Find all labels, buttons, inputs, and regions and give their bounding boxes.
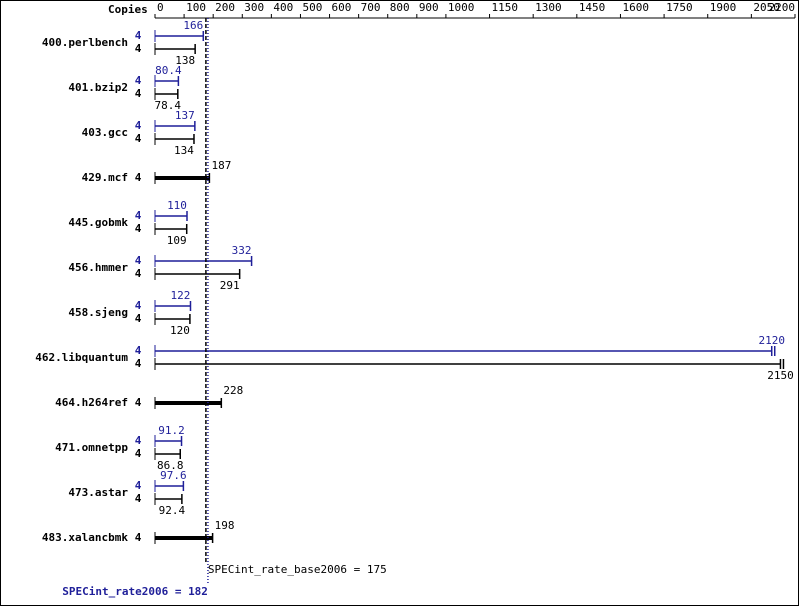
- x-tick-label: 200: [215, 1, 235, 14]
- copies: 4: [135, 357, 142, 370]
- benchmark-name: 462.libquantum: [35, 351, 128, 364]
- x-tick-label: 1300: [535, 1, 562, 14]
- benchmark-name: 458.sjeng: [68, 306, 128, 319]
- value-label: 2120: [758, 334, 785, 347]
- benchmark-name: 401.bzip2: [68, 81, 128, 94]
- value-label: 109: [167, 234, 187, 247]
- copies: 4: [135, 447, 142, 460]
- value-label: 92.4: [159, 504, 186, 517]
- benchmark-name: 471.omnetpp: [55, 441, 128, 454]
- value-label: 332: [232, 244, 252, 257]
- value-label: 91.2: [158, 424, 185, 437]
- x-tick-label: 1900: [710, 1, 737, 14]
- benchmark-name: 456.hmmer: [68, 261, 128, 274]
- copies: 4: [135, 299, 142, 312]
- x-tick-label: 1000: [448, 1, 475, 14]
- copies: 4: [135, 74, 142, 87]
- value-label: 97.6: [160, 469, 187, 482]
- x-tick-label: 2200: [769, 1, 796, 14]
- benchmark-name: 464.h264ref: [55, 396, 128, 409]
- copies: 4: [135, 222, 142, 235]
- copies: 4: [135, 132, 142, 145]
- x-tick-label: 700: [361, 1, 381, 14]
- copies: 4: [135, 209, 142, 222]
- copies: 4: [135, 87, 142, 100]
- x-tick-label: 1450: [579, 1, 606, 14]
- copies: 4: [135, 312, 142, 325]
- value-label: 198: [215, 519, 235, 532]
- x-tick-label: 500: [302, 1, 322, 14]
- benchmark-name: 473.astar: [68, 486, 128, 499]
- value-label: 78.4: [155, 99, 182, 112]
- x-tick-label: 2050: [753, 1, 780, 14]
- copies: 4: [135, 119, 142, 132]
- value-label: 228: [223, 384, 243, 397]
- x-tick-label: 300: [244, 1, 264, 14]
- value-label: 187: [211, 159, 231, 172]
- value-label: 122: [171, 289, 191, 302]
- copies: 4: [135, 434, 142, 447]
- x-tick-label: 0: [157, 1, 164, 14]
- value-label: 86.8: [157, 459, 184, 472]
- value-label: 137: [175, 109, 195, 122]
- copies: 4: [135, 267, 142, 280]
- copies: 4: [135, 492, 142, 505]
- value-label: 291: [220, 279, 240, 292]
- value-label: 166: [183, 19, 203, 32]
- copies: 4: [135, 29, 142, 42]
- x-tick-label: 400: [273, 1, 293, 14]
- value-label: 134: [174, 144, 194, 157]
- benchmark-name: 403.gcc: [82, 126, 128, 139]
- value-label: 138: [175, 54, 195, 67]
- value-label: 80.4: [155, 64, 182, 77]
- copies: 4: [135, 344, 142, 357]
- benchmark-name: 429.mcf: [82, 171, 128, 184]
- benchmark-name: 483.xalancbmk: [42, 531, 128, 544]
- copies: 4: [135, 254, 142, 267]
- copies: 4: [135, 396, 142, 409]
- x-tick-label: 800: [390, 1, 410, 14]
- x-tick-label: 1600: [622, 1, 649, 14]
- x-tick-label: 600: [332, 1, 352, 14]
- reference-label: SPECint_rate_base2006 = 175: [208, 563, 387, 576]
- copies: 4: [135, 531, 142, 544]
- copies: 4: [135, 479, 142, 492]
- x-tick-label: 100: [186, 1, 206, 14]
- benchmark-name: 400.perlbench: [42, 36, 128, 49]
- copies: 4: [135, 42, 142, 55]
- x-tick-label: 1150: [492, 1, 518, 14]
- copies: 4: [135, 171, 142, 184]
- x-tick-label: 900: [419, 1, 439, 14]
- value-label: 120: [170, 324, 190, 337]
- value-label: 110: [167, 199, 187, 212]
- value-label: 2150: [767, 369, 794, 382]
- reference-label: SPECint_rate2006 = 182: [62, 585, 208, 598]
- x-tick-label: 1750: [666, 1, 693, 14]
- benchmark-name: 445.gobmk: [68, 216, 128, 229]
- copies-header: Copies: [108, 3, 148, 16]
